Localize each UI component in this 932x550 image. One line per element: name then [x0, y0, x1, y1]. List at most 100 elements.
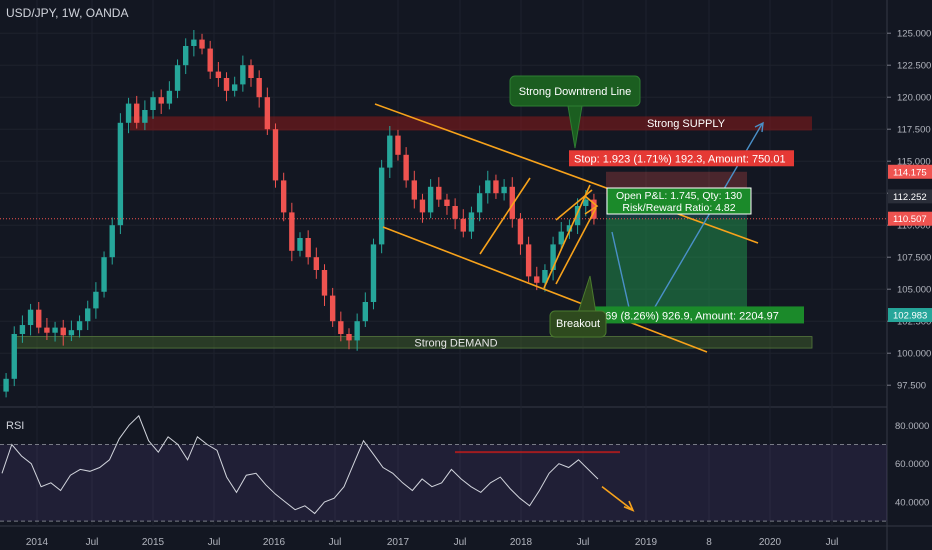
candle-body — [183, 46, 189, 66]
candle-body — [460, 218, 466, 232]
labels-layer: Strong Downtrend Line Stop: 1.923 (1.71%)… — [509, 75, 932, 338]
target-label-text: .269 (8.26%) 926.9, Amount: 2204.97 — [596, 310, 779, 322]
candle-body — [411, 180, 417, 200]
target-label-box — [592, 306, 804, 324]
stop-label-box — [569, 150, 794, 167]
candle-body — [207, 48, 213, 72]
candle-body — [509, 186, 515, 219]
trend-line — [382, 226, 708, 353]
rsi-arrow — [601, 486, 633, 511]
candle-body — [174, 65, 181, 91]
candle-body — [19, 325, 26, 334]
candle-body — [419, 199, 426, 213]
candle-body — [166, 90, 173, 104]
supply-label: Strong SUPPLY — [647, 118, 726, 130]
breakout-box — [549, 310, 607, 338]
y-tick-label: 107.500 — [897, 253, 931, 264]
price-badge-label: 102.983 — [893, 311, 927, 322]
x-tick-label: 2016 — [263, 537, 286, 548]
candle-body — [313, 257, 320, 270]
candle-body — [452, 206, 458, 219]
stop-label-text: Stop: 1.923 (1.71%) 192.3, Amount: 750.0… — [574, 153, 786, 165]
y-tick-label: 125.000 — [897, 29, 931, 40]
candle-body — [387, 135, 393, 168]
candle-body — [362, 302, 369, 322]
candle-body — [199, 39, 205, 49]
price-badge-label: 110.507 — [893, 214, 927, 225]
candle-body — [11, 334, 17, 379]
candle-body — [321, 270, 328, 296]
candle-body — [68, 330, 75, 336]
candle-body — [142, 110, 148, 123]
x-tick-label: Jul — [329, 537, 342, 548]
x-tick-label: 2015 — [142, 537, 165, 548]
candle-body — [36, 309, 42, 328]
trend-line — [543, 184, 591, 289]
y-tick-label: 120.000 — [897, 93, 931, 104]
candle-body — [52, 327, 58, 333]
candle-body — [134, 103, 140, 123]
symbol-title: USD/JPY, 1W, OANDA — [6, 6, 129, 20]
candle-body — [125, 103, 132, 123]
candle-body — [591, 199, 597, 219]
zones-layer: Strong SUPPLY Strong DEMAND — [13, 116, 813, 349]
price-badge — [888, 164, 932, 179]
candle-body — [370, 244, 377, 302]
y-tick-label: 117.500 — [897, 125, 931, 136]
x-tick-label: 2014 — [26, 537, 49, 548]
candle-body — [354, 321, 360, 341]
y-tick-label: 97.500 — [897, 381, 926, 392]
x-tick-label: 2020 — [759, 537, 782, 548]
candle-body — [550, 244, 556, 270]
callout-pointer — [567, 105, 583, 149]
pnl-label-line2: Risk/Reward Ratio: 4.82 — [622, 202, 735, 214]
candle-body — [338, 321, 344, 334]
candle-body — [117, 122, 124, 226]
rsi-y-tick-label: 80.0000 — [895, 421, 929, 432]
y-tick-label: 122.500 — [897, 61, 931, 72]
price-badge — [888, 211, 932, 226]
supply-zone — [130, 116, 812, 131]
candle-body — [517, 218, 524, 245]
candle-body — [542, 270, 548, 283]
x-tick-label: Jul — [208, 537, 221, 548]
y-tick-label: 105.000 — [897, 285, 931, 296]
trend-line — [555, 207, 597, 285]
profit-zone — [606, 218, 747, 316]
x-tick-label: Jul — [86, 537, 99, 548]
candle-body — [501, 186, 507, 194]
candle-body — [525, 244, 532, 277]
x-tick-label: Jul — [577, 537, 590, 548]
candle-body — [280, 180, 287, 213]
pnl-label-box — [606, 187, 752, 215]
candle-body — [256, 78, 262, 98]
pnl-label-line1: Open P&L: 1.745, Qty: 130 — [616, 190, 742, 202]
candle-body — [272, 129, 279, 181]
candle-body — [248, 65, 254, 78]
y-tick-label: 100.000 — [897, 349, 931, 360]
candle-body — [346, 334, 352, 341]
candle-body — [493, 180, 499, 194]
trend-line — [555, 189, 593, 221]
candle-body — [3, 378, 9, 392]
candle-body — [85, 308, 91, 322]
candle-body — [305, 238, 311, 258]
price-badge-label: 114.175 — [893, 167, 927, 178]
candle-body — [93, 291, 99, 309]
candle-body — [329, 295, 336, 322]
rsi-layer — [0, 414, 887, 522]
axes-layer: 2014 Jul 2015 Jul 2016 Jul 2017 Jul 2018 Jul 2019 8… — [26, 29, 931, 548]
rsi-title: RSI — [6, 420, 25, 432]
callout-downtrend-text: Strong Downtrend Line — [519, 86, 632, 98]
candle-body — [215, 71, 222, 78]
candle-body — [444, 199, 450, 206]
candle-body — [583, 199, 589, 206]
candle-body — [191, 39, 197, 46]
x-tick-label: 8 — [706, 537, 712, 548]
trend-line — [479, 177, 531, 255]
candle-body — [566, 225, 573, 232]
x-tick-label: Jul — [454, 537, 467, 548]
breakout-text: Breakout — [556, 318, 600, 330]
demand-label: Strong DEMAND — [414, 337, 497, 349]
price-badge — [888, 308, 932, 323]
